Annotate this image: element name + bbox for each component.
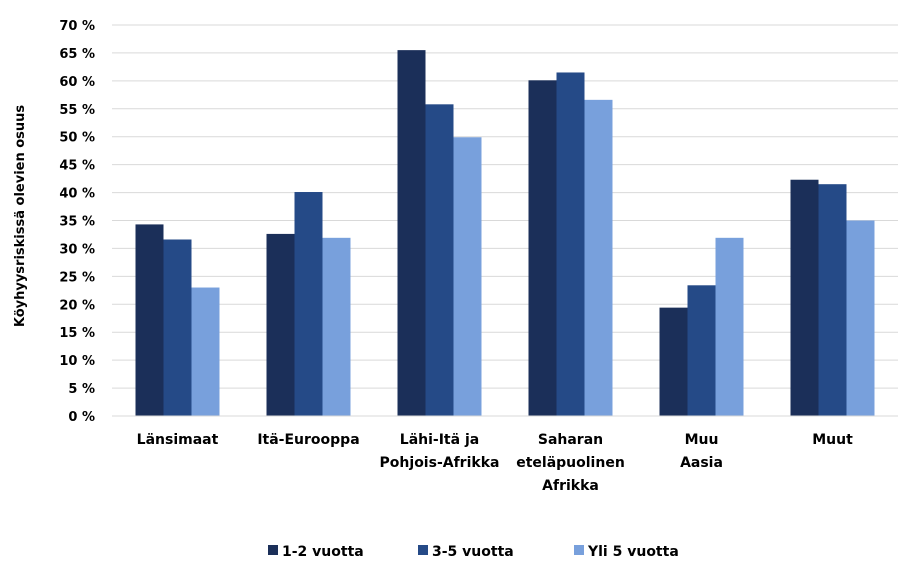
- bar-3-5: [715, 237, 744, 416]
- y-tick-label: 0 %: [68, 410, 95, 425]
- category-label: Itä-Eurooppa: [257, 432, 359, 448]
- category-label: Länsimaat: [137, 432, 219, 448]
- y-tick-label: 30 %: [59, 242, 95, 257]
- bar-1-3: [397, 50, 426, 417]
- y-tick-label: 65 %: [59, 47, 95, 62]
- legend-swatch: [418, 545, 428, 555]
- gridlines: [112, 24, 898, 389]
- y-tick-label: 45 %: [59, 159, 95, 174]
- legend-swatch: [574, 545, 584, 555]
- y-tick-label: 60 %: [59, 75, 95, 90]
- y-tick-label: 40 %: [59, 187, 95, 202]
- bar-3-6: [846, 220, 875, 416]
- legend-label: Yli 5 vuotta: [587, 544, 679, 560]
- category-labels: Länsimaat Itä-Eurooppa Lähi-Itä ja Pohjois-…: [137, 432, 853, 494]
- category-label: Aasia: [680, 455, 723, 471]
- legend-swatch: [268, 545, 278, 555]
- bar-1-4: [528, 80, 557, 416]
- y-tick-label: 10 %: [59, 354, 95, 369]
- category-label: Lähi-Itä ja: [400, 432, 479, 448]
- bar-1-2: [266, 233, 295, 416]
- category-label: Saharan: [538, 432, 603, 448]
- y-tick-label: 20 %: [59, 298, 95, 313]
- bars: [135, 50, 875, 417]
- category-label: Muu: [685, 432, 719, 448]
- y-tick-label: 55 %: [59, 103, 95, 118]
- bar-2-6: [818, 184, 847, 416]
- bar-2-5: [687, 285, 716, 416]
- bar-2-3: [425, 104, 454, 417]
- y-tick-label: 5 %: [68, 382, 95, 397]
- legend-label: 3-5 vuotta: [432, 544, 514, 560]
- bar-1-1: [135, 224, 164, 416]
- y-tick-label: 15 %: [59, 326, 95, 341]
- bar-2-1: [163, 239, 192, 416]
- bar-1-5: [659, 307, 688, 416]
- legend: 1-2 vuotta 3-5 vuotta Yli 5 vuotta: [268, 544, 679, 560]
- category-label: Pohjois-Afrikka: [380, 455, 500, 471]
- category-label: eteläpuolinen: [516, 455, 625, 471]
- bar-3-3: [453, 137, 482, 416]
- y-tick-label: 50 %: [59, 131, 95, 146]
- y-axis-label: Köyhyysriskissä olevien osuus: [13, 105, 28, 328]
- y-tick-labels: 0 % 5 % 10 % 15 % 20 % 25 % 30 % 35 % 40 % 45 % 50…: [59, 19, 95, 425]
- y-tick-label: 70 %: [59, 19, 95, 34]
- bar-3-4: [584, 99, 613, 416]
- y-tick-label: 25 %: [59, 270, 95, 285]
- bar-1-6: [790, 179, 819, 416]
- bar-3-1: [191, 287, 220, 416]
- bar-2-4: [556, 72, 585, 416]
- category-label: Muut: [812, 432, 853, 448]
- category-label: Afrikka: [542, 478, 599, 494]
- legend-label: 1-2 vuotta: [282, 544, 364, 560]
- bar-2-2: [294, 192, 323, 416]
- bar-3-2: [322, 237, 351, 416]
- y-tick-label: 35 %: [59, 215, 95, 230]
